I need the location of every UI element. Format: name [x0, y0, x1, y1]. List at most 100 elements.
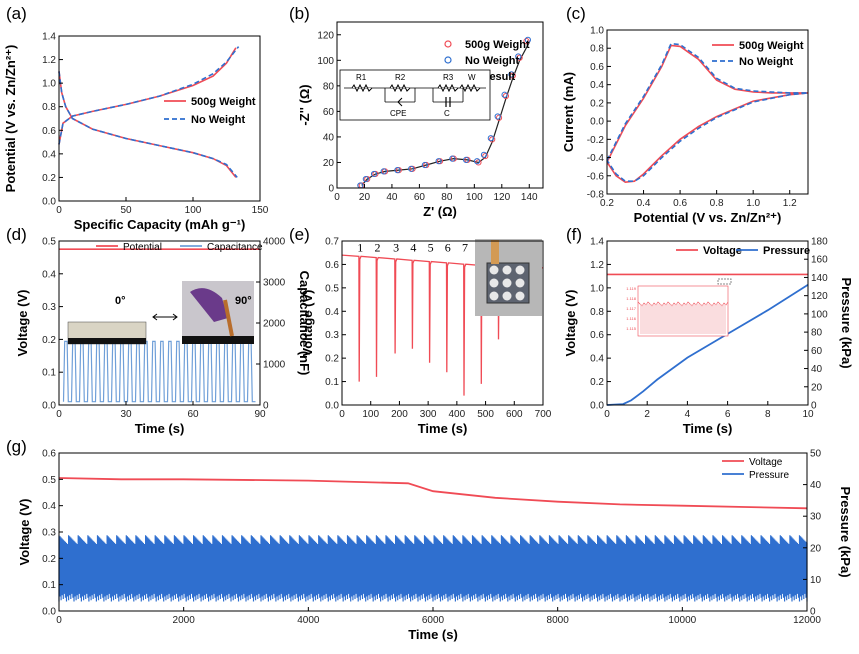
d-xtick-label: 60	[187, 409, 199, 420]
panel-label: (b)	[289, 4, 310, 23]
b-warburg	[459, 83, 481, 93]
a-ytick-label: 1.2	[42, 55, 56, 66]
e-ytick-label: 0.1	[325, 377, 339, 388]
d-ytick-label: 0.3	[42, 302, 56, 313]
g-ytick-label: 0.3	[42, 528, 56, 539]
panel-label: (d)	[6, 225, 27, 244]
d-ytick-label: 0.1	[42, 368, 56, 379]
g-voltage	[58, 477, 808, 510]
f-ylabel: Voltage (V)	[563, 290, 578, 357]
b-ylabel: -Z'' (Ω)	[297, 84, 312, 125]
d-photo-hand	[190, 288, 228, 322]
b-point-1	[394, 167, 401, 174]
g-xlabel: Time (s)	[408, 627, 458, 642]
a-frame	[58, 35, 261, 202]
b-xtick-label: 100	[466, 192, 483, 203]
b-frame	[336, 21, 544, 189]
f-y2tick-label: 120	[811, 291, 828, 302]
g-ytick-label: 0.5	[42, 475, 56, 486]
b-xlabel: Z' (Ω)	[423, 204, 457, 219]
d-legend-0-label: Potential	[123, 242, 162, 253]
f-xtick-label: 2	[644, 409, 650, 420]
d-arrow-head-right	[172, 313, 178, 321]
g-ytick-label: 0.0	[42, 607, 56, 618]
b-point-0	[509, 72, 516, 79]
d-photo-bent-base	[182, 336, 254, 344]
f-inset-tick: 1.118	[626, 296, 636, 301]
b-ytick-label: 120	[317, 30, 334, 41]
b-point-1	[421, 161, 428, 169]
f-xtick-label: 10	[802, 409, 814, 420]
f-pressure	[606, 283, 809, 406]
f-y2tick-label: 140	[811, 273, 828, 284]
g-y2tick-label: 0	[810, 607, 816, 618]
b-point-0	[516, 54, 523, 61]
b-xtick-label: 140	[521, 192, 538, 203]
b-circuit-label: R2	[395, 73, 406, 82]
d-y2label: Capacitance (nF)	[297, 271, 312, 376]
d-y2tick-label: 3000	[263, 278, 286, 289]
d-angle-0: 0°	[115, 295, 126, 307]
e-ylabel: Voltage (V)	[300, 290, 315, 357]
e-dip-label: 1	[357, 241, 363, 255]
e-xtick-label: 100	[362, 409, 379, 420]
g-ytick-label: 0.2	[42, 554, 56, 565]
c-xtick-label: 1.0	[746, 198, 760, 209]
d-ytick-label: 0.5	[42, 237, 56, 248]
g-xtick-label: 12000	[793, 615, 821, 626]
f-y2tick-label: 0	[811, 401, 817, 412]
panel-label: (c)	[566, 4, 586, 23]
e-xtick-label: 500	[477, 409, 494, 420]
b-point-1	[380, 168, 387, 175]
e-photo-finger	[491, 240, 499, 264]
f-ytick-label: 0.0	[590, 401, 604, 412]
c-xtick-label: 1.2	[783, 198, 797, 209]
b-point-0	[495, 114, 503, 121]
e-photo-cell	[515, 265, 525, 275]
d-legend-1-label: Capacitance	[207, 242, 263, 253]
e-xtick-label: 200	[391, 409, 408, 420]
f-legend-1-label: Pressure	[763, 245, 810, 257]
g-y2tick-label: 30	[810, 512, 822, 523]
e-ytick-label: 0.3	[325, 330, 339, 341]
e-xtick-label: 700	[535, 409, 552, 420]
f-xlabel: Time (s)	[683, 421, 733, 436]
a-ytick-label: 0.8	[42, 102, 56, 113]
g-legend-1-label: Pressure	[749, 470, 789, 481]
b-point-0	[482, 152, 489, 160]
g-y2tick-label: 20	[810, 543, 822, 554]
f-y2tick-label: 180	[811, 237, 828, 248]
g-xtick-label: 8000	[547, 615, 570, 626]
b-resistor	[389, 83, 411, 93]
d-photo-flat-base	[68, 338, 146, 344]
b-circuit-label: W	[468, 73, 476, 82]
b-point-1	[501, 91, 508, 98]
b-point-1	[480, 151, 488, 158]
c-legend-0-label: 500g Weight	[739, 40, 804, 52]
b-point-1	[508, 71, 515, 78]
c-ytick-label: 0.4	[590, 80, 604, 91]
e-ytick-label: 0.6	[325, 260, 339, 271]
c-ytick-label: -0.2	[587, 135, 605, 146]
d-ytick-label: 0.0	[42, 401, 56, 412]
c-ytick-label: 0.8	[590, 44, 604, 55]
g-xtick-label: 6000	[422, 615, 445, 626]
f-inset-fill	[640, 304, 726, 334]
b-point-1	[370, 170, 378, 178]
d-xtick-label: 30	[120, 409, 132, 420]
panel-label: (g)	[6, 437, 27, 456]
b-legend-0-label: 500g Weight	[465, 39, 530, 51]
b-circuit-label: R3	[443, 73, 454, 82]
b-point-1	[487, 135, 494, 142]
a-ytick-label: 1.4	[42, 32, 56, 43]
b-point-1	[435, 158, 442, 165]
d-capacitance	[62, 340, 256, 403]
g-xtick-label: 10000	[668, 615, 696, 626]
f-ytick-label: 0.4	[590, 354, 604, 365]
b-legend-1-label: No Weight	[465, 55, 520, 67]
b-ytick-label: 20	[323, 158, 335, 169]
e-ytick-label: 0.2	[325, 354, 339, 365]
b-circuit-label: C	[444, 109, 450, 118]
e-dip-label: 2	[374, 241, 380, 255]
a-xtick-label: 100	[185, 205, 202, 216]
